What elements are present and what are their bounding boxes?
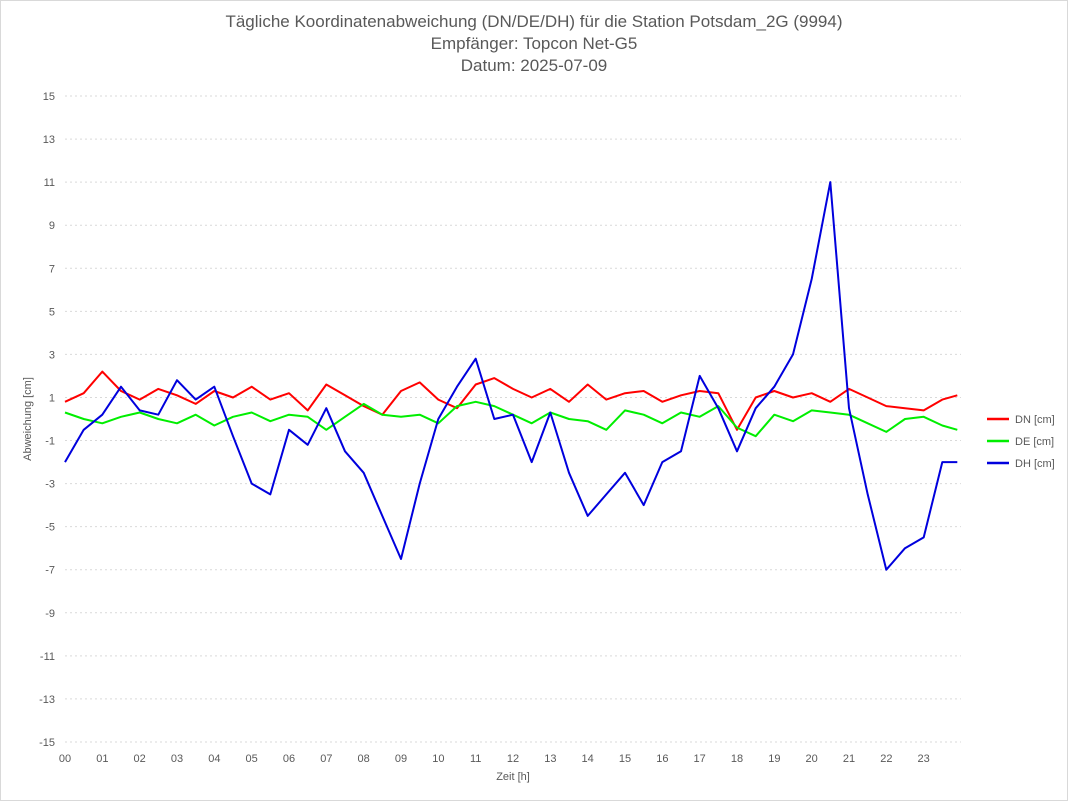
x-tick-label: 12	[507, 753, 519, 765]
x-tick-label: 20	[806, 753, 818, 765]
x-tick-label: 15	[619, 753, 631, 765]
x-axis-ticks: 00 01 02 03 04 05 06 07 08 09 10 11 12 13 14 15 16 17 18 19…	[59, 753, 930, 765]
x-tick-label: 06	[283, 753, 295, 765]
series-line-2	[64, 400, 958, 438]
y-tick-label: -11	[40, 651, 55, 663]
y-tick-label: 5	[49, 306, 55, 318]
y-tick-label: 3	[49, 349, 55, 361]
x-tick-label: 22	[880, 753, 892, 765]
x-tick-label: 21	[843, 753, 855, 765]
y-tick-label: 1	[49, 392, 55, 404]
x-tick-label: 23	[918, 753, 930, 765]
series-line-1	[64, 370, 958, 431]
y-tick-label: -13	[39, 694, 55, 706]
y-tick-label: 9	[49, 220, 55, 232]
x-tick-label: 10	[432, 753, 444, 765]
x-tick-label: 02	[134, 753, 146, 765]
x-tick-label: 16	[656, 753, 668, 765]
legend-label-dn: DN [cm]	[1015, 414, 1055, 426]
y-tick-label: 7	[49, 263, 55, 275]
x-tick-label: 01	[96, 753, 108, 765]
y-tick-label: 11	[44, 177, 55, 189]
x-tick-label: 17	[694, 753, 706, 765]
x-tick-label: 04	[208, 753, 220, 765]
y-tick-label: -3	[45, 479, 55, 491]
x-tick-label: 19	[768, 753, 780, 765]
y-axis-title: Abweichung [cm]	[22, 377, 34, 461]
legend-label-dh: DH [cm]	[1015, 458, 1055, 470]
y-tick-label: -1	[45, 436, 55, 448]
x-tick-label: 14	[582, 753, 594, 765]
x-tick-label: 11	[470, 753, 481, 765]
x-tick-label: 07	[320, 753, 332, 765]
legend: DN [cm] DE [cm] DH [cm]	[987, 414, 1055, 470]
series-line-3	[64, 181, 958, 571]
x-tick-label: 00	[59, 753, 71, 765]
y-tick-label: 13	[43, 134, 55, 146]
chart-subtitle: Empfänger: Topcon Net-G5	[430, 34, 638, 53]
legend-label-de: DE [cm]	[1015, 436, 1054, 448]
x-tick-label: 03	[171, 753, 183, 765]
x-tick-label: 05	[246, 753, 258, 765]
series-lines	[64, 181, 958, 571]
chart-titles: Tägliche Koordinatenabweichung (DN/DE/DH…	[1, 11, 1067, 77]
y-axis-ticks: 15 13 11 9 7 5 3 1 -1 -3 -5 -7 -9 -11 -13 -15	[39, 91, 55, 749]
y-tick-label: 15	[43, 91, 55, 103]
y-tick-label: -5	[45, 522, 55, 534]
y-tick-label: -9	[45, 608, 55, 620]
x-tick-label: 18	[731, 753, 743, 765]
x-tick-label: 13	[544, 753, 556, 765]
y-tick-label: -15	[39, 737, 55, 749]
chart-title: Tägliche Koordinatenabweichung (DN/DE/DH…	[225, 12, 843, 31]
x-tick-label: 09	[395, 753, 407, 765]
grid-lines	[65, 95, 961, 743]
x-axis-title: Zeit [h]	[496, 771, 530, 783]
chart-date: Datum: 2025-07-09	[460, 56, 608, 75]
y-tick-label: -7	[45, 565, 55, 577]
x-tick-label: 08	[358, 753, 370, 765]
